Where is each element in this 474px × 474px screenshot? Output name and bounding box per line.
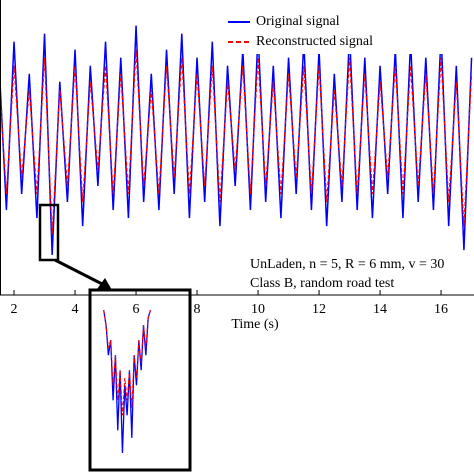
- x-tick-label: 10: [251, 302, 265, 317]
- signal-line: [0, 49, 473, 235]
- x-tick-label: 6: [133, 302, 140, 317]
- legend-label: Original signal: [256, 14, 340, 29]
- plot-frame: [0, 0, 474, 296]
- zoom-box: [38, 203, 60, 262]
- x-tick-label: 14: [373, 302, 387, 317]
- arrow-head: [97, 278, 112, 290]
- zoom-arrow: [54, 258, 109, 289]
- x-tick-label: 2: [11, 302, 18, 317]
- x-tick-label: 4: [72, 302, 79, 317]
- inset-frame: [88, 288, 192, 472]
- legend-label: Reconstructed signal: [256, 34, 373, 49]
- inset-plot: [103, 309, 152, 453]
- legend-bg: [228, 12, 448, 54]
- x-tick-label: 8: [194, 302, 201, 317]
- x-tick-label: 12: [312, 302, 326, 317]
- x-tick-label: 16: [434, 302, 448, 317]
- plot-area: [0, 25, 473, 255]
- x-axis-label: Time (s): [231, 317, 279, 332]
- annotation-bg: [246, 252, 474, 294]
- annotation: UnLaden, n = 5, R = 6 mm, v = 30: [250, 257, 444, 272]
- legend: Original signal Reconstructed signal: [228, 14, 373, 49]
- annotation: Class B, random road test: [250, 276, 394, 291]
- signal-line: [103, 309, 152, 416]
